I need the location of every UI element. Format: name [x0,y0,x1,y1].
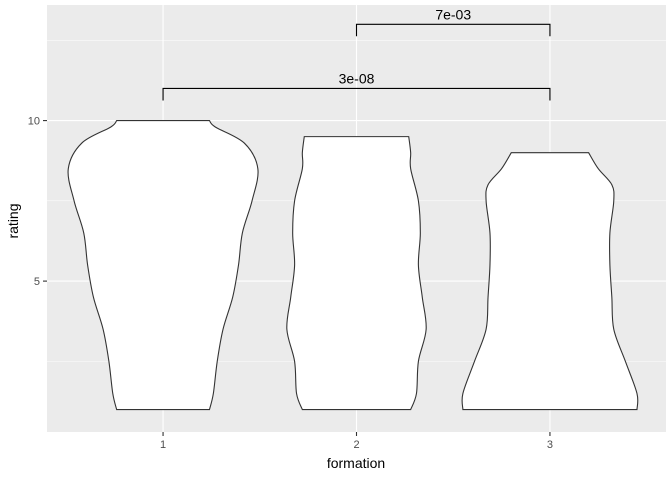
x-tick-label: 3 [547,439,553,451]
bracket-1-3 [162,87,551,101]
y-axis-title: rating [5,203,21,238]
bracket-label-1-3: 3e-08 [339,70,375,86]
x-axis: 1 2 3 [160,432,553,451]
x-tick-label: 1 [160,439,166,451]
violin-1 [67,120,259,411]
y-tick-label: 10 [28,116,40,128]
bracket-label-2-3: 7e-03 [435,6,471,22]
y-axis: 5 10 [28,116,47,288]
bracket-2-3 [355,23,551,37]
significance-brackets: 3e-08 7e-03 [162,6,551,101]
violin-2 [286,136,427,411]
violin-3 [461,152,639,411]
violins [67,120,639,411]
y-tick-label: 5 [34,276,40,288]
x-axis-title: formation [327,455,385,471]
x-tick-label: 2 [353,439,359,451]
